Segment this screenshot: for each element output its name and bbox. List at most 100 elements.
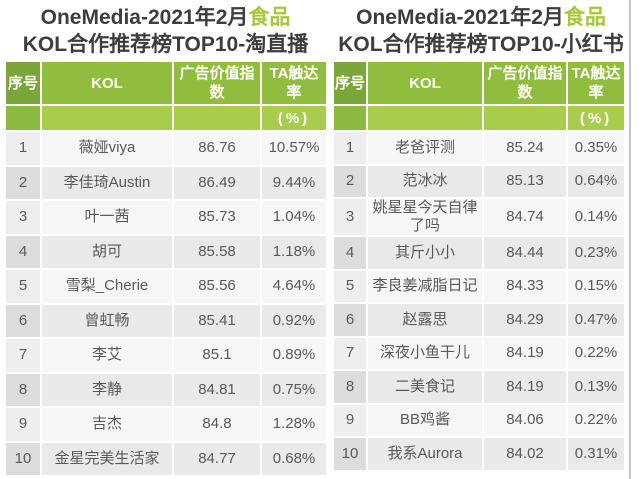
kol-name-cell: 吉杰 [42, 408, 172, 441]
rank-cell: 9 [334, 404, 366, 436]
col-header-ta-reach: TA触达率 [568, 62, 624, 104]
ad-value-cell: 84.81 [174, 373, 260, 406]
kol-name-cell: 我系Aurora [368, 438, 482, 470]
kol-table-taozhibo: 序号 KOL 广告价值指数 TA触达率 (%) 1 薇娅viya 86.76 10.5… [4, 60, 328, 477]
ad-value-cell: 84.77 [174, 442, 260, 475]
kol-name-cell: 老爸评测 [368, 132, 482, 164]
unit-cell-blank [334, 106, 366, 130]
title-highlight: 食品 [563, 6, 606, 29]
rank-cell: 10 [6, 442, 40, 475]
ta-reach-cell: 0.22% [568, 404, 624, 436]
table-row: 9 BB鸡酱 84.06 0.22% [334, 404, 624, 436]
ad-value-cell: 86.49 [174, 166, 260, 199]
col-header-kol: KOL [368, 62, 482, 104]
rank-cell: 1 [6, 132, 40, 165]
table-row: 3 姚星星今天自律了吗 84.74 0.14% [334, 199, 624, 235]
rank-cell: 5 [6, 270, 40, 303]
table-row: 4 其斤小小 84.44 0.23% [334, 237, 624, 269]
rank-cell: 5 [334, 270, 366, 302]
ta-reach-cell: 0.23% [568, 237, 624, 269]
title-line-1: OneMedia-2021年2月食品 [0, 4, 331, 31]
kol-name-cell: 李静 [42, 373, 172, 406]
rank-cell: 8 [334, 371, 366, 403]
ad-value-cell: 84.8 [174, 408, 260, 441]
ta-reach-cell: 0.13% [568, 371, 624, 403]
ta-reach-cell: 0.31% [568, 438, 624, 470]
table-row: 7 深夜小鱼干儿 84.19 0.22% [334, 337, 624, 369]
ad-value-cell: 85.24 [484, 132, 566, 164]
table-row: 3 叶一茜 85.73 1.04% [6, 201, 326, 234]
rank-cell: 10 [334, 438, 366, 470]
rank-cell: 3 [334, 199, 366, 235]
unit-cell-blank [42, 106, 172, 130]
ta-reach-cell: 9.44% [262, 166, 326, 199]
table-body: 1 老爸评测 85.24 0.35% 2 范冰冰 85.13 0.64% 3 姚星星今天自律了吗 8… [334, 132, 624, 470]
panel-xiaohongshu: OneMedia-2021年2月食品 KOL合作推荐榜TOP10-小红书 序号 … [331, 0, 631, 479]
unit-cell-blank [6, 106, 40, 130]
ad-value-cell: 85.1 [174, 339, 260, 372]
ta-reach-cell: 0.14% [568, 199, 624, 235]
table-row: 5 雪梨_Cherie 85.56 4.64% [6, 270, 326, 303]
col-header-ta-reach: TA触达率 [262, 62, 326, 104]
screenshot-edge-line [629, 0, 631, 479]
ta-reach-cell: 0.22% [568, 337, 624, 369]
kol-name-cell: 其斤小小 [368, 237, 482, 269]
rank-cell: 4 [334, 237, 366, 269]
kol-name-cell: 金星完美生活家 [42, 442, 172, 475]
rank-cell: 6 [6, 304, 40, 337]
table-row: 5 李良姜减脂日记 84.33 0.15% [334, 270, 624, 302]
ad-value-cell: 84.19 [484, 337, 566, 369]
header-row: 序号 KOL 广告价值指数 TA触达率 [6, 62, 326, 104]
kol-name-cell: 胡可 [42, 235, 172, 268]
ta-reach-cell: 4.64% [262, 270, 326, 303]
kol-name-cell: 二美食记 [368, 371, 482, 403]
ad-value-cell: 84.02 [484, 438, 566, 470]
title-line-2: KOL合作推荐榜TOP10-淘直播 [22, 33, 309, 56]
kol-table-xiaohongshu: 序号 KOL 广告价值指数 TA触达率 (%) 1 老爸评测 85.24 0.35% 2… [332, 60, 626, 472]
title-prefix: OneMedia-2021年2月 [356, 6, 564, 29]
ad-value-cell: 86.76 [174, 132, 260, 165]
panel-taozhibo: OneMedia-2021年2月食品 KOL合作推荐榜TOP10-淘直播 序号 … [0, 4, 331, 477]
table-row: 10 金星完美生活家 84.77 0.68% [6, 442, 326, 475]
ad-value-cell: 85.13 [484, 165, 566, 197]
table-row: 6 曾虹畅 85.41 0.92% [6, 304, 326, 337]
ta-reach-cell: 0.92% [262, 304, 326, 337]
ad-value-cell: 84.19 [484, 371, 566, 403]
rank-cell: 2 [334, 165, 366, 197]
ta-reach-cell: 0.35% [568, 132, 624, 164]
ad-value-cell: 84.44 [484, 237, 566, 269]
unit-cell-percent: (%) [568, 106, 624, 130]
kol-name-cell: 范冰冰 [368, 165, 482, 197]
header-row: 序号 KOL 广告价值指数 TA触达率 [334, 62, 624, 104]
ad-value-cell: 85.73 [174, 201, 260, 234]
title-highlight: 食品 [248, 6, 291, 29]
rank-cell: 7 [334, 337, 366, 369]
table-body: 1 薇娅viya 86.76 10.57% 2 李佳琦Austin 86.49 9.44% 3 叶… [6, 132, 326, 475]
unit-row: (%) [334, 106, 624, 130]
ad-value-cell: 84.74 [484, 199, 566, 235]
col-header-kol: KOL [42, 62, 172, 104]
ad-value-cell: 84.06 [484, 404, 566, 436]
table-row: 4 胡可 85.58 1.18% [6, 235, 326, 268]
kol-name-cell: 雪梨_Cherie [42, 270, 172, 303]
title-line-1: OneMedia-2021年2月食品 [331, 4, 631, 31]
panel-title-xiaohongshu: OneMedia-2021年2月食品 KOL合作推荐榜TOP10-小红书 [331, 0, 631, 60]
unit-cell-blank [368, 106, 482, 130]
kol-name-cell: 深夜小鱼干儿 [368, 337, 482, 369]
col-header-rank: 序号 [6, 62, 40, 104]
kol-name-cell: 姚星星今天自律了吗 [368, 199, 482, 235]
table-header: 序号 KOL 广告价值指数 TA触达率 (%) [6, 62, 326, 130]
kol-name-cell: 曾虹畅 [42, 304, 172, 337]
table-row: 2 范冰冰 85.13 0.64% [334, 165, 624, 197]
ad-value-cell: 84.33 [484, 270, 566, 302]
table-row: 7 李艾 85.1 0.89% [6, 339, 326, 372]
ta-reach-cell: 10.57% [262, 132, 326, 165]
col-header-ad-value: 广告价值指数 [484, 62, 566, 104]
kol-name-cell: 赵露思 [368, 304, 482, 336]
title-prefix: OneMedia-2021年2月 [40, 6, 249, 29]
unit-cell-blank [484, 106, 566, 130]
table-row: 8 李静 84.81 0.75% [6, 373, 326, 406]
ta-reach-cell: 0.75% [262, 373, 326, 406]
rank-cell: 4 [6, 235, 40, 268]
rank-cell: 1 [334, 132, 366, 164]
